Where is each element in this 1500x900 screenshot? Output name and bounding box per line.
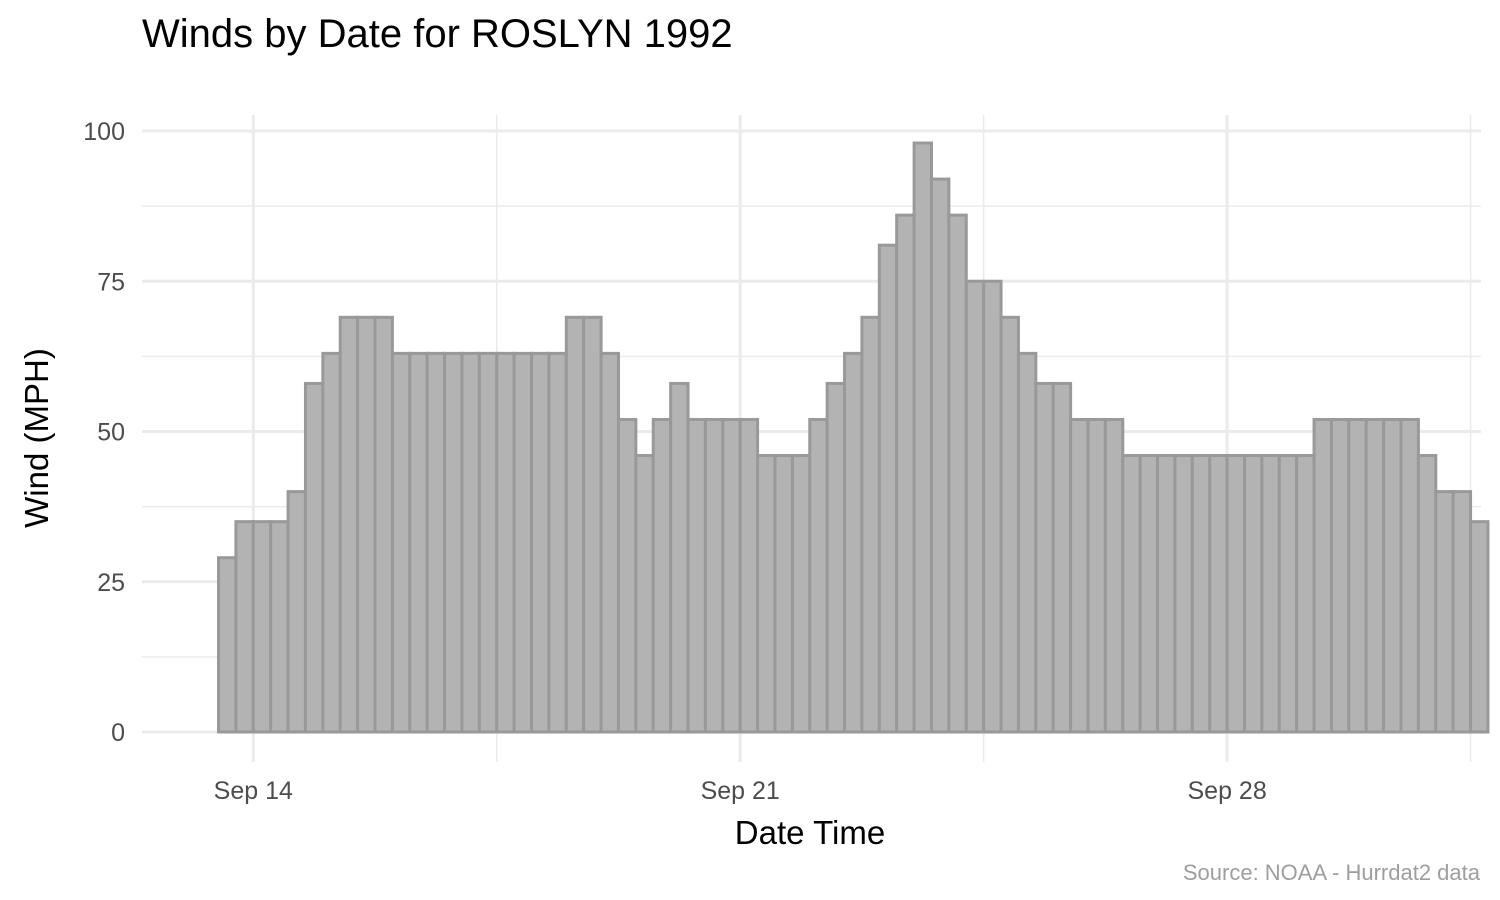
wind-bar: [495, 351, 516, 734]
wind-bar: [547, 351, 568, 734]
y-tick-label: 50: [97, 419, 125, 447]
wind-bar: [1121, 454, 1142, 734]
wind-bar: [895, 213, 916, 734]
wind-bar: [790, 454, 812, 734]
wind-bar: [1173, 454, 1194, 734]
wind-bar: [1016, 351, 1038, 734]
wind-bar: [843, 351, 864, 734]
x-tick-label: Sep 21: [701, 777, 780, 805]
wind-bar: [269, 520, 290, 734]
wind-bar: [390, 351, 412, 734]
wind-bar: [738, 417, 760, 734]
wind-bar: [303, 381, 325, 734]
wind-bar: [1260, 454, 1281, 734]
wind-bar: [234, 520, 255, 734]
wind-bar: [1469, 520, 1490, 734]
wind-bar: [530, 351, 551, 734]
wind-bar: [756, 454, 777, 734]
wind-bar: [616, 417, 638, 734]
wind-bar: [1225, 454, 1247, 734]
y-tick-label: 75: [97, 268, 125, 296]
wind-bar: [1086, 417, 1107, 734]
wind-bar: [599, 351, 620, 734]
wind-bar: [1382, 417, 1403, 734]
wind-bar: [825, 381, 847, 734]
wind-bar: [1190, 454, 1212, 734]
wind-bar: [1277, 454, 1299, 734]
wind-bar: [1312, 417, 1333, 734]
wind-bar: [1156, 454, 1177, 734]
x-tick-labels: Sep 14 Sep 21 Sep 28: [214, 777, 1267, 805]
wind-bar: [1329, 417, 1351, 734]
wind-bar: [1051, 381, 1073, 734]
chart-title: Winds by Date for ROSLYN 1992: [142, 12, 733, 56]
wind-bar: [703, 417, 725, 734]
wind-bar: [356, 315, 377, 734]
wind-bar: [929, 177, 951, 734]
wind-bar: [999, 315, 1020, 734]
wind-bar: [1034, 381, 1055, 734]
wind-bar: [477, 351, 499, 734]
wind-bar: [1243, 454, 1264, 734]
wind-bar: [634, 454, 655, 734]
wind-bar: [425, 351, 447, 734]
wind-bar: [443, 351, 464, 734]
wind-bar: [1347, 417, 1368, 734]
wind-bar: [321, 351, 342, 734]
wind-bar: [1399, 417, 1420, 734]
wind-bar: [1451, 490, 1473, 734]
wind-bar: [1069, 417, 1090, 734]
wind-bar: [773, 454, 794, 734]
wind-bar: [651, 417, 673, 734]
wind-bar: [860, 315, 881, 734]
bars: [217, 141, 1490, 734]
wind-bar: [1434, 490, 1455, 734]
wind-bar: [338, 315, 360, 734]
wind-bar: [512, 351, 534, 734]
x-tick-label: Sep 28: [1187, 777, 1266, 805]
wind-bar: [669, 381, 690, 734]
x-axis-title: Date Time: [734, 814, 886, 851]
wind-bar: [982, 279, 1003, 734]
wind-bar: [912, 141, 933, 734]
wind-bar: [1295, 454, 1316, 734]
wind-bar: [721, 417, 742, 734]
y-tick-label: 100: [83, 118, 125, 146]
wind-bar: [808, 417, 829, 734]
wind-bar: [1138, 454, 1160, 734]
source-caption: Source: NOAA - Hurrdat2 data: [1182, 860, 1480, 885]
wind-bar: [947, 213, 968, 734]
wind-bar: [1416, 454, 1438, 734]
wind-bar: [251, 520, 273, 734]
wind-bar: [1103, 417, 1125, 734]
x-tick-label: Sep 14: [214, 777, 293, 805]
wind-bar: [964, 279, 986, 734]
y-tick-labels: 0 25 50 75 100: [83, 118, 125, 747]
wind-bar: [460, 351, 481, 734]
wind-bar: [582, 315, 603, 734]
wind-bar: [286, 490, 307, 734]
wind-bar: [564, 315, 586, 734]
y-tick-label: 0: [111, 719, 125, 747]
wind-bar: [408, 351, 429, 734]
wind-bar: [686, 417, 707, 734]
wind-bar: [877, 243, 899, 734]
wind-bar: [1208, 454, 1229, 734]
wind-bar: [1364, 417, 1386, 734]
wind-bar: [373, 315, 394, 734]
wind-bar: [217, 556, 238, 734]
y-tick-label: 25: [97, 569, 125, 597]
